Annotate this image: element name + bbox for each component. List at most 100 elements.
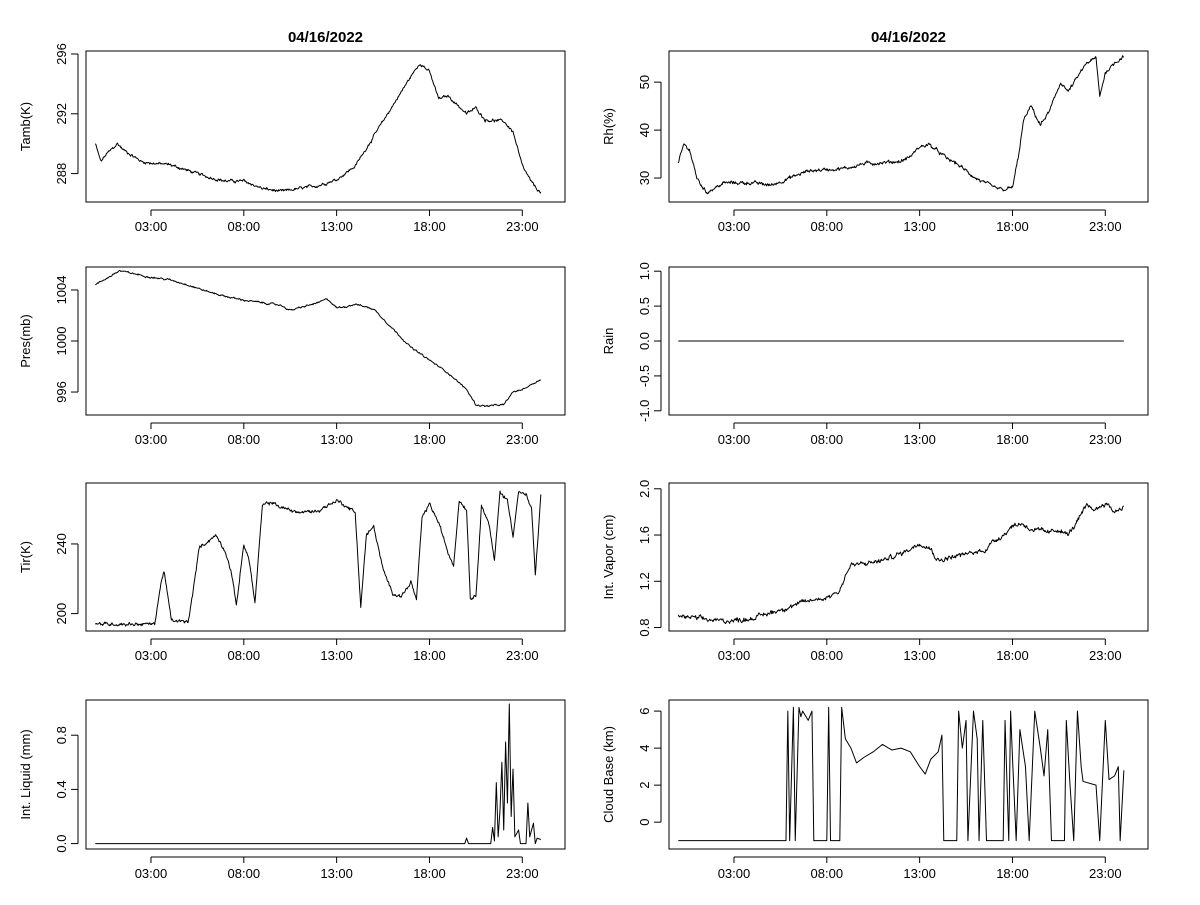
x-tick-label-rain: 23:00 [1089,432,1122,447]
x-tick-label-rh: 13:00 [903,219,936,234]
x-tick-label-tir-k: 13:00 [320,648,353,663]
x-tick-label-int-vapor-cm: 08:00 [811,648,844,663]
y-tick-label-cloud-base-km: 4 [637,745,652,752]
y-tick-label-rain: 1.0 [637,262,652,280]
x-tick-label-int-liquid-mm: 13:00 [320,866,353,881]
plot-frame-int-vapor-cm [668,482,1149,632]
x-tick-label-rain: 13:00 [903,432,936,447]
y-tick-label-tamb-k: 296 [54,43,69,65]
y-tick-label-pres-mb: 1000 [54,327,69,356]
y-tick-label-tir-k: 200 [54,603,69,625]
y-axis-label-tir-k: Tir(K) [18,541,33,573]
x-tick-label-rain: 18:00 [996,432,1029,447]
x-tick-label-rh: 03:00 [718,219,751,234]
plot-title-rh: 04/16/2022 [871,29,946,46]
y-axis-label-rh: Rh(%) [601,108,616,145]
x-tick-label-tamb-k: 18:00 [413,219,446,234]
y-tick-label-rain: 0.0 [637,332,652,350]
panel-rain: Rain -1.0 -0.5 0.0 0.5 1.0 03:00 08:00 13:00 18:0… [601,262,1149,447]
x-tick-label-tir-k: 23:00 [506,648,539,663]
y-tick-label-tamb-k: 292 [54,103,69,125]
plot-frame-tir-k [85,482,566,632]
x-tick-label-cloud-base-km: 18:00 [996,866,1029,881]
panel-pres-mb: Pres(mb) 996 1000 1004 03:00 08:00 13:00 18:00 2… [18,266,566,447]
plot-frame-cloud-base-km [668,699,1149,850]
x-tick-label-pres-mb: 23:00 [506,432,539,447]
x-tick-label-tamb-k: 03:00 [135,219,168,234]
x-tick-label-pres-mb: 18:00 [413,432,446,447]
y-tick-label-pres-mb: 996 [54,381,69,403]
panel-cloud-base-km: Cloud Base (km) 0 2 4 6 03:00 08:00 13:00 18:00 2… [601,699,1149,881]
y-tick-label-int-vapor-cm: 1.2 [637,572,652,590]
series-line-int-liquid-mm [95,703,542,845]
plot-frame-rain [668,266,1149,416]
series-line-pres-mb [95,270,541,408]
y-axis-label-rain: Rain [601,328,616,355]
x-tick-label-rh: 23:00 [1089,219,1122,234]
x-tick-label-int-vapor-cm: 23:00 [1089,648,1122,663]
y-axis-label-int-vapor-cm: Int. Vapor (cm) [601,514,616,599]
plot-title-tamb-k: 04/16/2022 [288,29,363,46]
y-tick-label-rain: -0.5 [637,365,652,387]
x-tick-label-cloud-base-km: 23:00 [1089,866,1122,881]
y-axis-label-cloud-base-km: Cloud Base (km) [601,726,616,823]
y-tick-label-rh: 50 [637,75,652,89]
y-tick-label-cloud-base-km: 2 [637,782,652,789]
series-line-rh [677,55,1125,195]
series-line-tamb-k [94,64,542,194]
x-tick-label-int-liquid-mm: 03:00 [135,866,168,881]
x-tick-label-pres-mb: 08:00 [228,432,261,447]
panel-tir-k: Tir(K) 200 240 03:00 08:00 13:00 18:00 23:00 [18,482,566,663]
x-tick-label-tamb-k: 08:00 [228,219,261,234]
y-tick-label-pres-mb: 1004 [54,276,69,305]
y-axis-label-int-liquid-mm: Int. Liquid (mm) [18,729,33,819]
x-tick-label-int-liquid-mm: 08:00 [228,866,261,881]
x-tick-label-int-vapor-cm: 13:00 [903,648,936,663]
x-tick-label-int-liquid-mm: 23:00 [506,866,539,881]
x-tick-label-int-vapor-cm: 03:00 [718,648,751,663]
x-tick-label-tamb-k: 23:00 [506,219,539,234]
y-tick-label-int-vapor-cm: 0.8 [637,618,652,636]
x-tick-label-cloud-base-km: 13:00 [903,866,936,881]
series-line-int-vapor-cm [677,502,1124,625]
y-axis-label-tamb-k: Tamb(K) [18,102,33,151]
y-tick-label-cloud-base-km: 6 [637,707,652,714]
panel-int-liquid-mm: Int. Liquid (mm) 0.0 0.4 0.8 03:00 08:00 13:00… [18,699,566,881]
panel-int-vapor-cm: Int. Vapor (cm) 0.8 1.2 1.6 2.0 03:00 08:00 13:… [601,480,1149,663]
y-tick-label-tamb-k: 288 [54,163,69,185]
x-tick-label-cloud-base-km: 03:00 [718,866,751,881]
y-tick-label-rh: 40 [637,123,652,137]
y-tick-label-int-vapor-cm: 2.0 [637,480,652,498]
y-tick-label-int-liquid-mm: 0.4 [54,780,69,798]
x-tick-label-rain: 08:00 [811,432,844,447]
y-tick-label-rain: 0.5 [637,297,652,315]
plot-frame-rh [668,50,1149,203]
x-tick-label-rh: 18:00 [996,219,1029,234]
panel-tamb-k: 04/16/2022 Tamb(K) 288 292 296 03:00 08:00 13:0… [18,29,566,234]
plot-frame-tamb-k [85,50,566,203]
plot-frame-pres-mb [85,266,566,416]
x-tick-label-rain: 03:00 [718,432,751,447]
series-line-tir-k [94,490,542,627]
x-tick-label-int-vapor-cm: 18:00 [996,648,1029,663]
y-tick-label-int-liquid-mm: 0.0 [54,835,69,853]
x-tick-label-tir-k: 18:00 [413,648,446,663]
x-tick-label-int-liquid-mm: 18:00 [413,866,446,881]
x-tick-label-rh: 08:00 [811,219,844,234]
plot-frame-int-liquid-mm [85,699,566,850]
y-tick-label-int-liquid-mm: 0.8 [54,726,69,744]
y-tick-label-int-vapor-cm: 1.6 [637,526,652,544]
series-line-cloud-base-km [678,706,1125,842]
y-tick-label-rh: 30 [637,171,652,185]
x-tick-label-pres-mb: 03:00 [135,432,168,447]
x-tick-label-tir-k: 08:00 [228,648,261,663]
x-tick-label-tir-k: 03:00 [135,648,168,663]
y-axis-label-pres-mb: Pres(mb) [18,314,33,367]
y-tick-label-cloud-base-km: 0 [637,819,652,826]
x-tick-label-pres-mb: 13:00 [320,432,353,447]
y-tick-label-rain: -1.0 [637,400,652,422]
panel-rh: 04/16/2022 Rh(%) 30 40 50 03:00 08:00 13:00 18:0… [601,29,1149,234]
